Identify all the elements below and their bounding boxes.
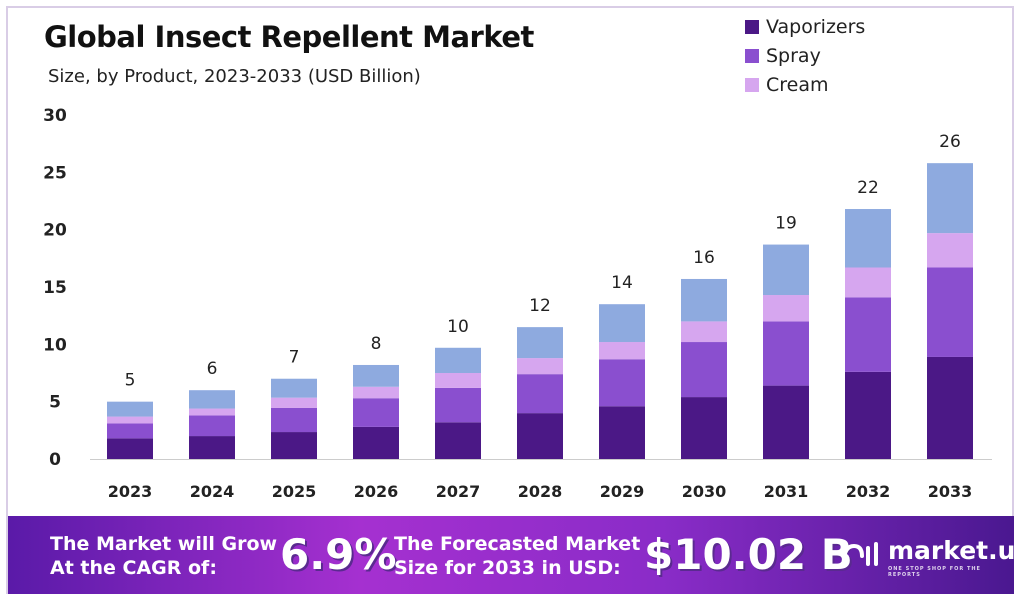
bar-segment-vaporizers: [435, 422, 481, 459]
bar-chart: 0510152025305202362024720258202610202712…: [43, 106, 992, 501]
x-tick-label: 2033: [928, 482, 973, 501]
y-tick-label: 30: [43, 106, 67, 126]
summary-banner: The Market will Grow At the CAGR of: 6.9…: [8, 516, 1024, 594]
bar-segment-vaporizers: [271, 432, 317, 459]
bar-segment-series-4: [517, 327, 563, 359]
forecast-label: The Forecasted Market Size for 2033 in U…: [394, 532, 640, 580]
bar-segment-spray: [107, 423, 153, 439]
legend-swatch: [745, 48, 759, 63]
legend-swatch: [745, 19, 759, 34]
bar-segment-series-4: [763, 244, 809, 296]
bar-segment-vaporizers: [517, 413, 563, 459]
y-tick-label: 5: [49, 393, 61, 413]
bar-segment-cream: [681, 321, 727, 343]
bar-segment-cream: [763, 295, 809, 322]
bar-segment-spray: [189, 415, 235, 437]
cagr-label-line2: At the CAGR of:: [50, 557, 217, 579]
bar-segment-series-4: [927, 163, 973, 234]
legend-swatch: [745, 77, 759, 92]
x-tick-label: 2024: [190, 482, 235, 501]
forecast-value: $10.02 B: [644, 530, 853, 579]
x-tick-label: 2030: [682, 482, 727, 501]
brand-tagline: ONE STOP SHOP FOR THE REPORTS: [888, 566, 981, 578]
bar-segment-spray: [353, 398, 399, 427]
y-tick-label: 10: [43, 335, 67, 355]
bar-segment-cream: [517, 358, 563, 375]
bar-segment-series-4: [271, 378, 317, 398]
bar-total-label: 26: [939, 132, 961, 152]
bar-segment-vaporizers: [189, 436, 235, 459]
bar-total-label: 5: [125, 371, 136, 391]
bar-segment-cream: [271, 397, 317, 408]
bar-segment-cream: [107, 416, 153, 424]
bar-segment-series-4: [107, 401, 153, 417]
bar-segment-spray: [271, 407, 317, 433]
bar-segment-vaporizers: [353, 426, 399, 459]
legend-item-vaporizers: Vaporizers: [745, 12, 865, 41]
bar-segment-series-4: [681, 278, 727, 322]
bar-segment-spray: [517, 374, 563, 414]
y-tick-label: 15: [43, 278, 67, 298]
bar-segment-spray: [763, 321, 809, 386]
bar-segment-cream: [845, 267, 891, 298]
bar-segment-vaporizers: [763, 385, 809, 459]
cagr-value: 6.9%: [280, 530, 397, 579]
bar-segment-series-4: [189, 390, 235, 409]
bar-segment-spray: [927, 267, 973, 357]
bar-total-label: 6: [207, 359, 218, 379]
legend-label: Cream: [766, 73, 829, 96]
bar-segment-series-4: [599, 304, 645, 343]
legend: Vaporizers Spray Cream: [745, 12, 865, 99]
legend-label: Spray: [766, 44, 821, 67]
bar-segment-cream: [353, 386, 399, 399]
bar-segment-vaporizers: [681, 397, 727, 459]
x-tick-label: 2028: [518, 482, 563, 501]
legend-item-cream: Cream: [745, 70, 865, 99]
brand-name: market.us: [888, 536, 1024, 565]
forecast-label-line2: Size for 2033 in USD:: [394, 557, 621, 579]
y-tick-label: 25: [43, 163, 67, 183]
bar-total-label: 16: [693, 248, 715, 268]
bar-total-label: 7: [289, 348, 300, 368]
chart-title: Global Insect Repellent Market: [44, 20, 534, 54]
bar-total-label: 14: [611, 273, 633, 293]
forecast-label-line1: The Forecasted Market: [394, 533, 641, 555]
bar-total-label: 8: [371, 334, 382, 354]
x-tick-label: 2031: [764, 482, 809, 501]
chart-subtitle: Size, by Product, 2023-2033 (USD Billion…: [48, 66, 421, 87]
bar-total-label: 10: [447, 317, 469, 337]
bar-segment-vaporizers: [107, 438, 153, 459]
x-tick-label: 2025: [272, 482, 317, 501]
bar-segment-spray: [681, 342, 727, 398]
legend-item-spray: Spray: [745, 41, 865, 70]
bar-segment-series-4: [845, 209, 891, 268]
y-tick-label: 20: [43, 221, 67, 241]
bar-total-label: 19: [775, 214, 797, 234]
cagr-label-line1: The Market will Grow: [50, 533, 278, 555]
bar-segment-vaporizers: [927, 356, 973, 459]
bar-segment-vaporizers: [845, 371, 891, 459]
bar-total-label: 12: [529, 296, 551, 316]
bar-segment-cream: [927, 233, 973, 268]
cagr-label: The Market will Grow At the CAGR of:: [50, 532, 277, 580]
bar-segment-vaporizers: [599, 406, 645, 459]
bar-segment-spray: [435, 387, 481, 423]
legend-label: Vaporizers: [766, 15, 866, 38]
x-tick-label: 2026: [354, 482, 399, 501]
bar-segment-cream: [435, 373, 481, 388]
x-tick-label: 2023: [108, 482, 153, 501]
bar-segment-series-4: [435, 347, 481, 373]
x-tick-label: 2029: [600, 482, 645, 501]
market-us-logo-icon: [842, 542, 878, 566]
bar-total-label: 22: [857, 178, 879, 198]
bar-segment-cream: [599, 342, 645, 360]
x-tick-label: 2032: [846, 482, 891, 501]
bar-segment-spray: [845, 297, 891, 372]
y-tick-label: 0: [49, 450, 61, 470]
bar-segment-spray: [599, 359, 645, 407]
bar-segment-cream: [189, 408, 235, 416]
bar-segment-series-4: [353, 364, 399, 387]
x-tick-label: 2027: [436, 482, 481, 501]
